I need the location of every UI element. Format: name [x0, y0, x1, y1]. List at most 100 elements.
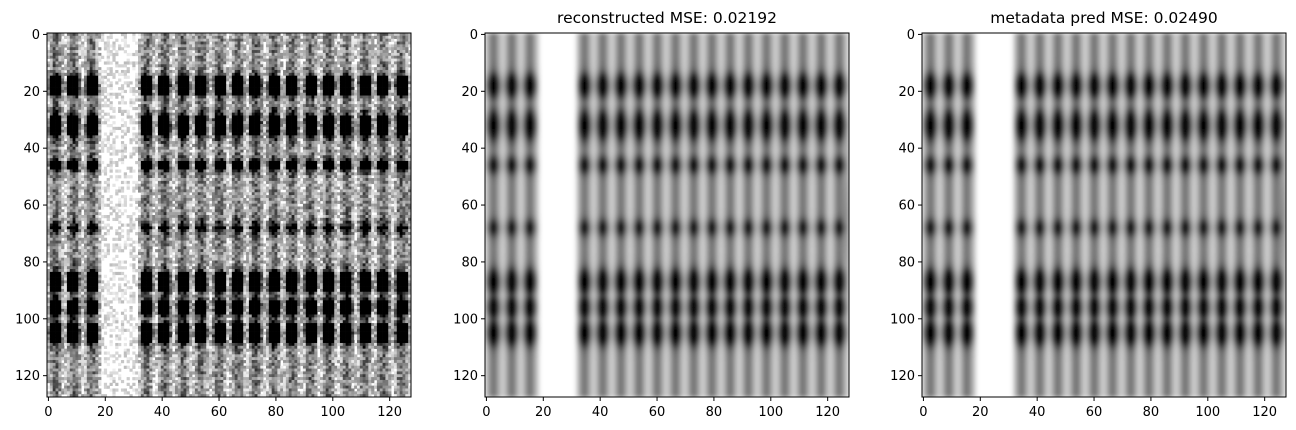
heatmap-cell	[405, 64, 409, 68]
heatmap-cell	[237, 47, 241, 51]
heatmap-cell	[248, 52, 253, 57]
heatmap-cell	[365, 50, 369, 54]
heatmap-cell	[146, 61, 150, 65]
heatmap-cell	[362, 50, 366, 54]
heatmap-cell	[89, 129, 93, 133]
heatmap-cell	[49, 78, 54, 82]
heatmap-cell	[331, 109, 335, 113]
heatmap-cell	[118, 78, 122, 82]
heatmap-cell	[169, 61, 173, 65]
heatmap-cell	[322, 92, 327, 96]
heatmap-cell	[351, 75, 355, 79]
heatmap-cell	[112, 58, 116, 62]
heatmap-cell	[376, 33, 381, 37]
heatmap-cell	[174, 112, 179, 116]
heatmap-cell	[285, 72, 290, 76]
heatmap-cell	[166, 152, 170, 156]
heatmap-cell	[268, 124, 272, 128]
heatmap-cell	[115, 152, 119, 156]
heatmap-cell	[206, 92, 210, 96]
heatmap-cell	[376, 112, 381, 116]
heatmap-cell	[81, 44, 85, 48]
heatmap-cell	[152, 146, 156, 150]
heatmap-cell	[120, 69, 125, 74]
heatmap-cell	[69, 38, 73, 42]
heatmap-cell	[297, 104, 301, 108]
heatmap-cell	[274, 124, 278, 128]
heatmap-cell	[58, 149, 62, 153]
heatmap-cell	[359, 87, 363, 91]
heatmap-cell	[47, 72, 51, 76]
heatmap-cell	[140, 89, 145, 94]
heatmap-cell	[220, 138, 224, 142]
heatmap-cell	[146, 135, 150, 139]
heatmap-cell	[95, 89, 99, 94]
heatmap-cell	[399, 81, 403, 85]
heatmap-cell	[69, 121, 73, 125]
heatmap-cell	[362, 41, 366, 45]
heatmap-cell	[368, 101, 372, 105]
heatmap-cell	[58, 124, 62, 128]
heatmap-cell	[69, 146, 73, 150]
heatmap-cell	[61, 143, 65, 148]
heatmap-cell	[194, 152, 199, 156]
heatmap-cell	[376, 58, 381, 62]
heatmap-cell	[288, 95, 292, 99]
heatmap-cell	[379, 112, 383, 116]
heatmap-cell	[69, 55, 73, 59]
heatmap-cell	[348, 101, 352, 105]
heatmap-cell	[234, 81, 238, 85]
heatmap-cell	[382, 132, 386, 136]
heatmap-cell	[55, 55, 59, 59]
heatmap-cell	[52, 50, 56, 54]
heatmap-cell	[183, 141, 187, 145]
heatmap-cell	[146, 89, 150, 94]
heatmap-cell	[351, 47, 355, 51]
heatmap-cell	[308, 92, 312, 96]
heatmap-cell	[206, 47, 210, 51]
heatmap-cell	[374, 81, 378, 85]
heatmap-cell	[277, 84, 281, 88]
heatmap-cell	[248, 89, 253, 94]
heatmap-cell	[160, 101, 164, 105]
heatmap-cell	[274, 106, 278, 111]
heatmap-cell	[78, 135, 82, 139]
heatmap-cell	[157, 115, 162, 119]
heatmap-cell	[172, 87, 176, 91]
heatmap-cell	[177, 81, 181, 85]
heatmap-cell	[362, 35, 366, 40]
heatmap-cell	[320, 104, 324, 108]
heatmap-cell	[194, 87, 199, 91]
heatmap-cell	[157, 61, 162, 65]
heatmap-cell	[78, 141, 82, 145]
heatmap-cell	[376, 84, 381, 88]
heatmap-cell	[81, 78, 85, 82]
heatmap-cell	[268, 35, 272, 40]
heatmap-cell	[160, 124, 164, 128]
heatmap-cell	[374, 124, 378, 128]
heatmap-cell	[308, 35, 312, 40]
heatmap-cell	[294, 141, 298, 145]
heatmap-cell	[106, 58, 110, 62]
heatmap-cell	[297, 67, 301, 71]
heatmap-cell	[288, 72, 292, 76]
heatmap-cell	[260, 135, 264, 139]
heatmap-cell	[379, 143, 383, 148]
heatmap-cell	[126, 81, 130, 85]
heatmap-cell	[331, 52, 335, 57]
heatmap-cell	[55, 141, 59, 145]
heatmap-cell	[328, 81, 332, 85]
heatmap-cell	[89, 92, 93, 96]
heatmap-cell	[268, 95, 272, 99]
heatmap-cell	[197, 135, 201, 139]
heatmap-cell	[331, 84, 335, 88]
heatmap-cell	[231, 124, 236, 128]
heatmap-cell	[163, 152, 167, 156]
heatmap-cell	[294, 61, 298, 65]
heatmap-cell	[396, 138, 400, 142]
heatmap-cell	[229, 78, 233, 82]
heatmap-cell	[61, 149, 65, 153]
heatmap-cell	[231, 38, 236, 42]
heatmap-cell	[268, 98, 272, 102]
